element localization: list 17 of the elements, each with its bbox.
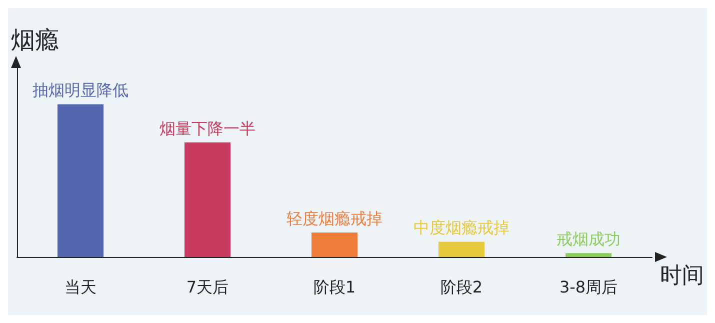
- annotation: 中度烟瘾戒掉: [414, 218, 510, 238]
- x-tick-label: 当天: [64, 278, 96, 296]
- bar: [58, 104, 104, 257]
- x-tick-label: 3-8周后: [559, 278, 618, 296]
- annotation: 戒烟成功: [556, 230, 620, 249]
- y-axis-title: 烟瘾: [11, 26, 59, 54]
- annotation: 烟量下降一半: [160, 118, 256, 138]
- bar: [312, 232, 358, 257]
- annotation: 轻度烟瘾戒掉: [286, 209, 382, 228]
- annotation: 抽烟明显降低: [32, 80, 128, 100]
- x-tick-label: 阶段1: [313, 278, 356, 296]
- bar: [438, 242, 484, 257]
- bar: [566, 253, 612, 257]
- x-tick-label: 阶段2: [440, 278, 483, 296]
- x-axis-title: 时间: [660, 264, 704, 288]
- bar: [184, 142, 230, 257]
- x-tick-label: 7天后: [186, 278, 229, 296]
